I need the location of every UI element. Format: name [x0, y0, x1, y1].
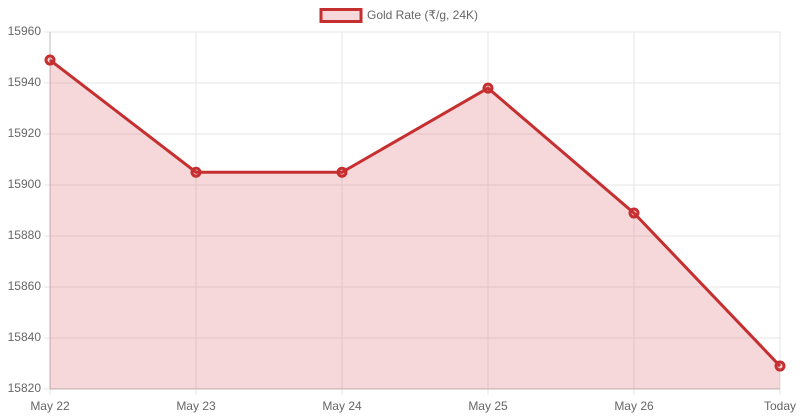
- x-tick-label: May 25: [468, 399, 508, 413]
- x-tick-label: May 22: [30, 399, 70, 413]
- point: [336, 166, 348, 178]
- point: [44, 54, 56, 66]
- x-tick-label: Today: [764, 399, 796, 413]
- point: [482, 82, 494, 94]
- y-tick-label: 15840: [8, 330, 42, 344]
- y-tick-label: 15860: [8, 279, 42, 293]
- x-tick-label: May 24: [322, 399, 362, 413]
- area: [50, 60, 780, 390]
- point: [190, 166, 202, 178]
- x-tick-label: May 26: [614, 399, 654, 413]
- y-tick-label: 15820: [8, 381, 42, 395]
- legend-label: Gold Rate (₹/g, 24K): [367, 8, 478, 22]
- legend-swatch: [319, 8, 363, 23]
- y-tick-label: 15960: [8, 24, 42, 38]
- point: [774, 360, 786, 372]
- point: [628, 207, 640, 219]
- x-tick-label: May 23: [176, 399, 216, 413]
- line: [49, 58, 782, 368]
- y-tick-label: 15880: [8, 228, 42, 242]
- y-tick-label: 15900: [8, 177, 42, 191]
- y-tick-label: 15920: [8, 126, 42, 140]
- y-tick-label: 15940: [8, 75, 42, 89]
